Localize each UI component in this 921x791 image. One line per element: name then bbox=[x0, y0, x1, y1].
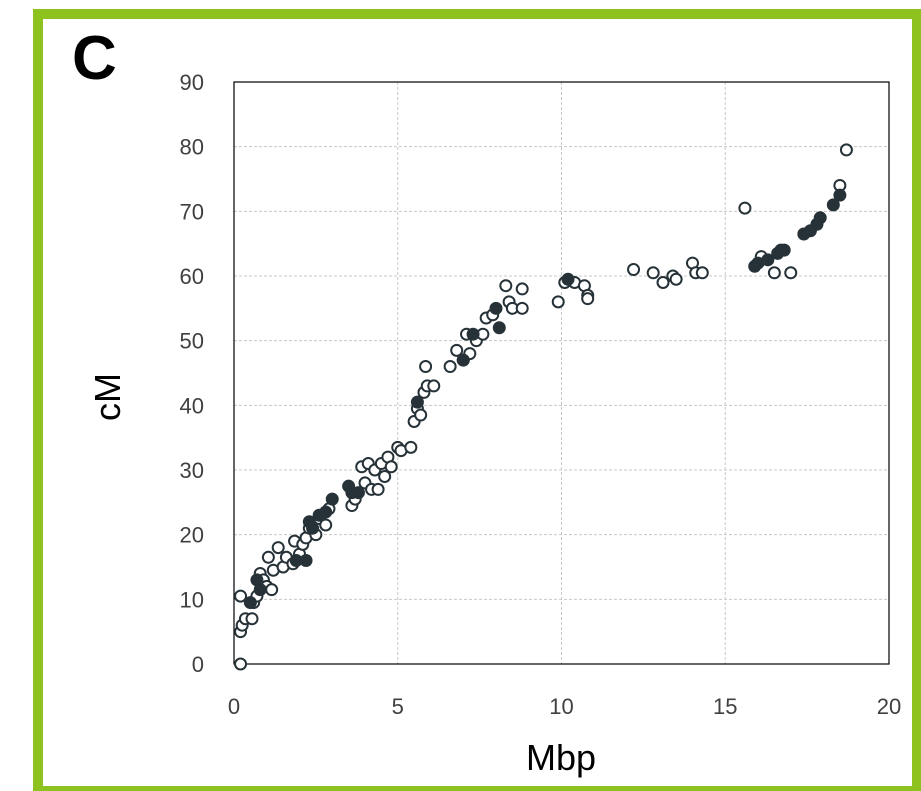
open-point bbox=[515, 301, 529, 315]
filled-point bbox=[761, 253, 775, 267]
plot-frame bbox=[233, 81, 890, 665]
open-point bbox=[581, 292, 595, 306]
open-point bbox=[627, 263, 641, 277]
open-point bbox=[234, 657, 248, 671]
y-tick-label: 20 bbox=[180, 523, 204, 548]
open-point bbox=[767, 266, 781, 280]
open-point bbox=[384, 460, 398, 474]
y-tick-label: 50 bbox=[180, 329, 204, 354]
gridlines bbox=[234, 82, 889, 664]
open-point bbox=[450, 343, 464, 357]
x-tick-label: 10 bbox=[549, 694, 573, 719]
open-point bbox=[261, 550, 275, 564]
open-point bbox=[669, 272, 683, 286]
y-tick-label: 0 bbox=[192, 652, 204, 677]
x-tick-label: 15 bbox=[713, 694, 737, 719]
x-tick-labels: 0 5 10 15 20 bbox=[228, 694, 901, 719]
filled-point bbox=[325, 492, 339, 506]
filled-point bbox=[492, 321, 506, 335]
open-point bbox=[646, 266, 660, 280]
open-point bbox=[271, 541, 285, 555]
open-point bbox=[656, 275, 670, 289]
filled-point bbox=[777, 243, 791, 257]
filled-point bbox=[466, 327, 480, 341]
x-tick-label: 5 bbox=[392, 694, 404, 719]
filled-point bbox=[319, 505, 333, 519]
open-point bbox=[419, 360, 433, 374]
open-point bbox=[515, 282, 529, 296]
filled-point bbox=[306, 521, 320, 535]
panel-border bbox=[33, 9, 921, 791]
filled-point bbox=[561, 272, 575, 286]
open-point bbox=[404, 440, 418, 454]
filled-point bbox=[351, 486, 365, 500]
panel-letter: C bbox=[72, 24, 117, 93]
open-point bbox=[265, 583, 279, 597]
open-point bbox=[378, 469, 392, 483]
open-point bbox=[784, 266, 798, 280]
open-point bbox=[443, 360, 457, 374]
y-tick-label: 80 bbox=[180, 135, 204, 160]
open-point bbox=[427, 379, 441, 393]
open-point bbox=[695, 266, 709, 280]
x-tick-label: 20 bbox=[877, 694, 901, 719]
filled-point bbox=[813, 211, 827, 225]
filled-point bbox=[243, 596, 257, 610]
open-point bbox=[414, 408, 428, 422]
open-point bbox=[551, 295, 565, 309]
open-point bbox=[738, 201, 752, 215]
x-axis-label: Mbp bbox=[526, 737, 596, 778]
filled-point bbox=[299, 554, 313, 568]
filled-point bbox=[456, 353, 470, 367]
filled-point bbox=[489, 301, 503, 315]
y-tick-labels: 0 10 20 30 40 50 60 70 80 90 bbox=[180, 70, 204, 677]
x-tick-label: 0 bbox=[228, 694, 240, 719]
y-tick-label: 60 bbox=[180, 264, 204, 289]
open-point bbox=[245, 612, 259, 626]
y-tick-label: 30 bbox=[180, 458, 204, 483]
open-point bbox=[839, 143, 853, 157]
filled-point bbox=[826, 198, 840, 212]
filled-point bbox=[410, 395, 424, 409]
y-tick-label: 90 bbox=[180, 70, 204, 95]
open-point bbox=[499, 279, 513, 293]
y-tick-label: 10 bbox=[180, 587, 204, 612]
y-axis-label: cM bbox=[87, 373, 128, 421]
y-tick-label: 70 bbox=[180, 199, 204, 224]
open-point bbox=[319, 518, 333, 532]
open-point bbox=[371, 482, 385, 496]
open-point bbox=[234, 589, 248, 603]
y-tick-label: 40 bbox=[180, 393, 204, 418]
filled-point bbox=[253, 583, 267, 597]
data-points bbox=[234, 143, 853, 671]
filled-point bbox=[833, 188, 847, 202]
scatter-chart: 0 10 20 30 40 50 60 70 80 90 0 5 10 15 20 Mbp cM bbox=[87, 70, 901, 778]
